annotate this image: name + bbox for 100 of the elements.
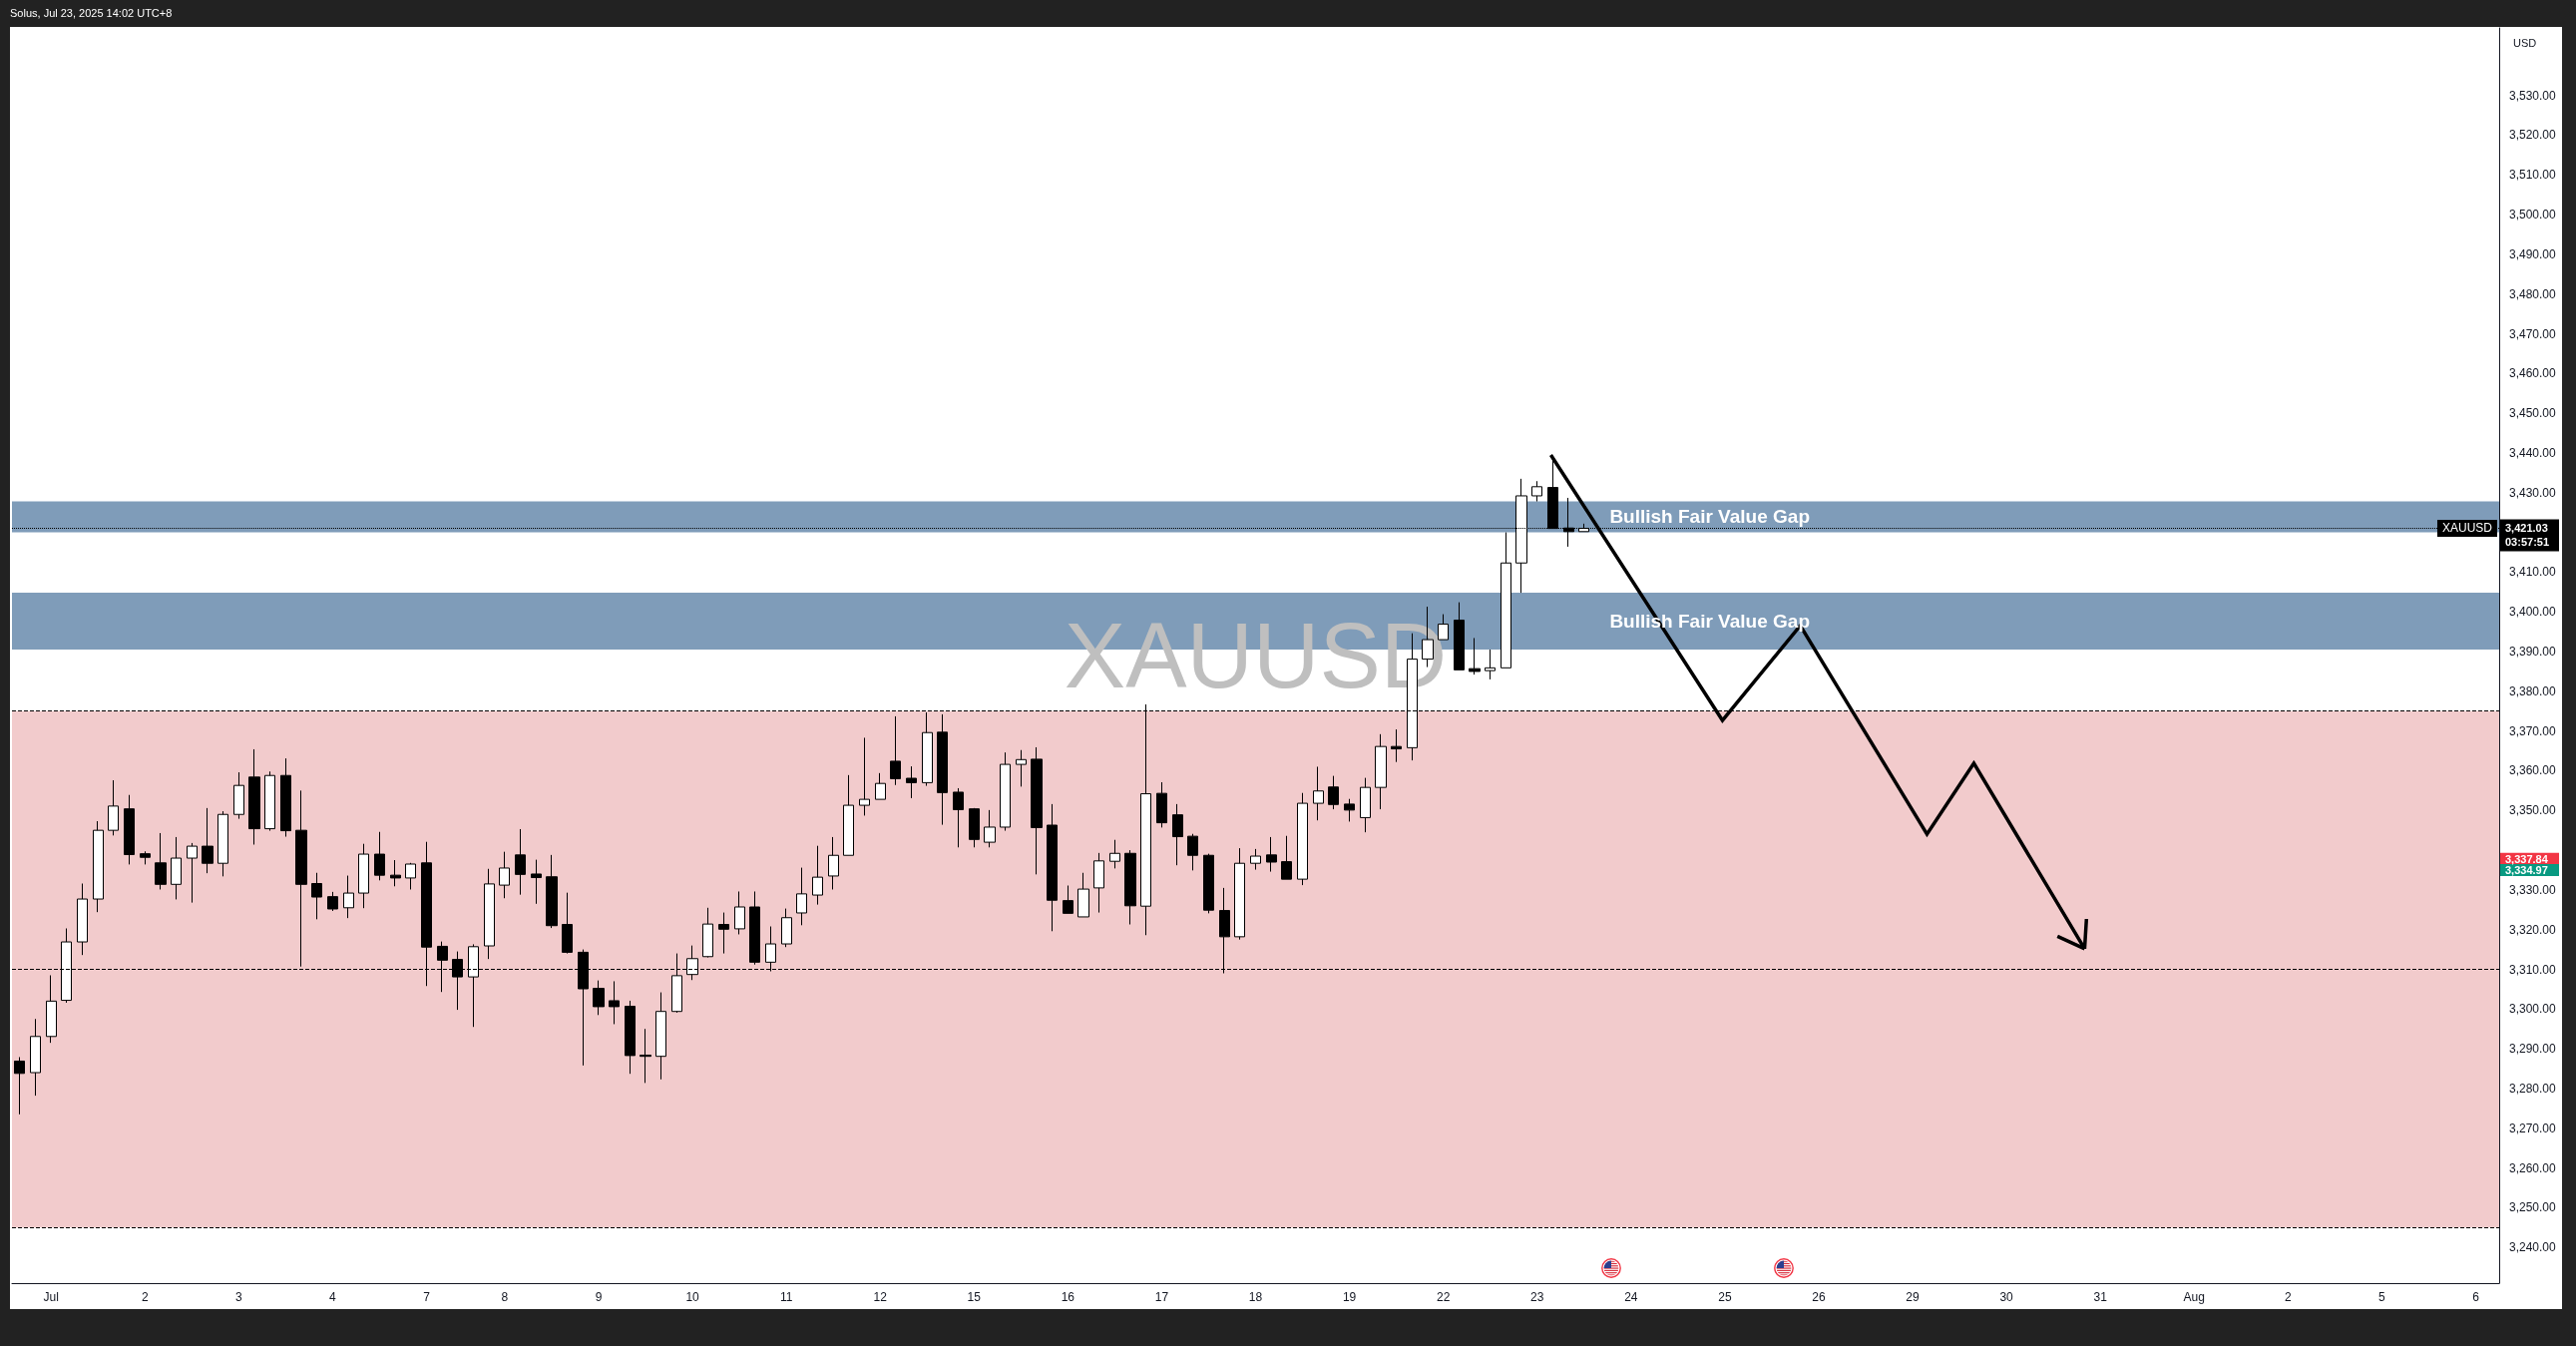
x-tick-label: 12 <box>873 1290 888 1304</box>
y-tick-label: 3,250.00 <box>2509 1200 2557 1215</box>
candlestick <box>1109 839 1120 869</box>
candlestick <box>702 907 713 959</box>
candlestick <box>718 912 729 955</box>
candlestick <box>609 980 620 1025</box>
candlestick <box>655 992 666 1081</box>
candlestick <box>187 842 198 904</box>
candlestick <box>14 1056 25 1116</box>
y-tick-label: 3,350.00 <box>2509 803 2557 818</box>
candlestick <box>1093 852 1104 914</box>
candlestick <box>1344 798 1355 822</box>
candlestick <box>140 850 151 865</box>
candlestick <box>625 1000 636 1075</box>
x-tick-label: 26 <box>1812 1290 1826 1304</box>
x-tick-label: 18 <box>1248 1290 1263 1304</box>
candlestick <box>890 715 901 786</box>
candlestick <box>984 809 996 848</box>
candlestick <box>1360 777 1371 833</box>
candlestick <box>1281 835 1292 880</box>
x-tick-label: 10 <box>685 1290 700 1304</box>
y-tick-label: 3,410.00 <box>2509 565 2557 580</box>
x-tick-label: 15 <box>967 1290 982 1304</box>
y-tick-label: 3,280.00 <box>2509 1081 2557 1096</box>
candlestick <box>171 836 182 900</box>
y-tick-label: 3,360.00 <box>2509 763 2557 778</box>
candlestick <box>531 859 542 905</box>
band-label: Bullish Fair Value Gap <box>1609 506 1810 529</box>
x-tick-label: Jul <box>43 1290 59 1304</box>
candlestick <box>1234 847 1245 941</box>
candlestick <box>311 872 322 920</box>
candlestick <box>358 843 369 909</box>
candlestick <box>1077 872 1089 918</box>
y-tick-label: 3,480.00 <box>2509 286 2557 301</box>
x-tick-label: 8 <box>501 1290 509 1304</box>
y-tick-label: 3,430.00 <box>2509 485 2557 500</box>
x-tick-label: 7 <box>423 1290 431 1304</box>
candlestick <box>405 862 416 890</box>
candlestick <box>295 789 307 968</box>
candlestick <box>515 828 526 896</box>
candlestick <box>46 974 57 1044</box>
y-tick-label: 3,470.00 <box>2509 326 2557 341</box>
y-tick-label: 3,520.00 <box>2509 128 2557 143</box>
y-tick-label: 3,500.00 <box>2509 208 2557 223</box>
candlestick <box>343 875 354 919</box>
text: 03:57:51 <box>2505 536 2550 549</box>
candlestick <box>1501 532 1511 669</box>
ref-line-label: XAUUSD <box>2441 521 2493 536</box>
candlestick <box>734 890 745 935</box>
x-tick-label: 30 <box>1999 1290 2014 1304</box>
x-tick-label: 24 <box>1624 1290 1638 1304</box>
candlestick <box>1485 649 1496 680</box>
candlestick <box>1187 833 1198 871</box>
candlestick <box>77 883 88 956</box>
y-tick-label: 3,240.00 <box>2509 1240 2557 1255</box>
candlestick <box>812 845 823 906</box>
candlestick <box>108 779 119 836</box>
x-tick-label: 22 <box>1436 1290 1451 1304</box>
y-tick-label: 3,440.00 <box>2509 445 2557 460</box>
x-tick-label: 11 <box>779 1290 793 1304</box>
candlestick <box>1454 602 1465 671</box>
y-tick-label: 3,510.00 <box>2509 168 2557 183</box>
candlestick <box>1531 480 1542 503</box>
candlestick <box>1203 853 1214 914</box>
candlestick <box>233 771 244 820</box>
x-tick-label: 4 <box>329 1290 337 1304</box>
candlestick <box>749 890 760 966</box>
x-tick-label: Aug <box>2183 1290 2205 1304</box>
candlestick <box>937 713 948 826</box>
candlestick <box>546 854 558 929</box>
candlestick <box>906 765 917 799</box>
candlestick <box>280 757 291 838</box>
candlestick <box>1047 803 1058 932</box>
x-tick-label: 16 <box>1061 1290 1075 1304</box>
candlestick <box>593 980 605 1016</box>
y-tick-label: 3,270.00 <box>2509 1121 2557 1135</box>
y-tick-label: 3,290.00 <box>2509 1042 2557 1057</box>
y-tick-label: 3,450.00 <box>2509 406 2557 421</box>
text: 3,337.84 <box>2505 852 2549 865</box>
x-tick-label: 31 <box>2093 1290 2108 1304</box>
candlestick <box>1250 848 1261 871</box>
candlestick <box>859 736 870 816</box>
candlestick <box>1172 803 1183 866</box>
candlestick <box>1124 849 1136 926</box>
x-tick-label: 3 <box>235 1290 243 1304</box>
y-tick-label: 3,370.00 <box>2509 723 2557 738</box>
chart-subtitle: Solus, Jul 23, 2025 14:02 UTC+8 <box>10 7 173 20</box>
y-tick-label: 3,530.00 <box>2509 88 2557 103</box>
x-tick-label: 29 <box>1906 1290 1921 1304</box>
x-tick-label: 9 <box>595 1290 603 1304</box>
x-tick-label: 2 <box>141 1290 149 1304</box>
x-tick-label: 6 <box>2472 1290 2480 1304</box>
y-tick-label: 3,460.00 <box>2509 366 2557 381</box>
x-tick-label: 2 <box>2284 1290 2292 1304</box>
x-tick-label: 19 <box>1342 1290 1357 1304</box>
candlestick <box>390 859 401 887</box>
candlestick <box>1391 728 1402 763</box>
candlestick <box>124 794 135 865</box>
candlestick <box>1016 749 1027 787</box>
y-tick-label: 3,320.00 <box>2509 922 2557 937</box>
